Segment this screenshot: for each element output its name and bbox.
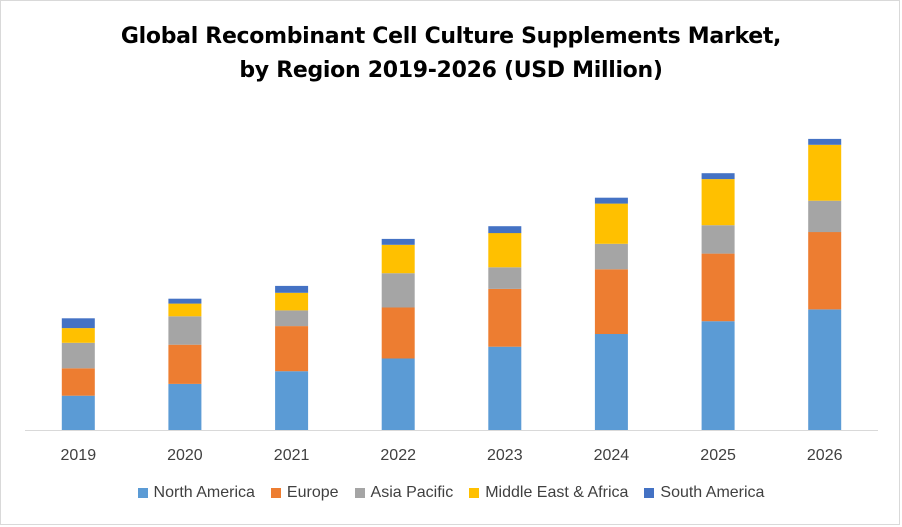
- bar-segment-2025-asia-pacific: [701, 225, 735, 254]
- x-tick-label-2026: 2026: [807, 447, 843, 464]
- legend-swatch-europe: [270, 488, 281, 498]
- bar-segment-2021-north-america: [275, 371, 309, 430]
- bar-segment-2020-europe: [168, 344, 202, 384]
- x-tick-label-2024: 2024: [594, 447, 630, 464]
- bar-segment-2022-south-america: [381, 238, 415, 245]
- bar-segment-2022-north-america: [381, 358, 415, 430]
- bar-segment-2025-north-america: [701, 321, 735, 430]
- x-tick-label-2022: 2022: [380, 447, 416, 464]
- bar-segment-2024-middle-east-africa: [594, 203, 628, 244]
- bar-segment-2019-south-america: [61, 318, 95, 329]
- bar-segment-2023-asia-pacific: [488, 267, 522, 289]
- legend-label-north-america: North America: [153, 484, 255, 501]
- x-tick-label-2019: 2019: [61, 447, 97, 464]
- bar-segment-2020-asia-pacific: [168, 316, 202, 345]
- bar-segment-2021-asia-pacific: [275, 310, 309, 327]
- bar-segment-2024-north-america: [594, 334, 628, 430]
- bar-segment-2020-south-america: [168, 298, 202, 304]
- bar-segment-2024-europe: [594, 269, 628, 334]
- bar-segment-2020-middle-east-africa: [168, 303, 202, 317]
- bar-segment-2023-north-america: [488, 346, 522, 430]
- legend-swatch-middle-east-africa: [469, 488, 480, 498]
- bar-segment-2022-asia-pacific: [381, 273, 415, 308]
- bar-segment-2023-middle-east-africa: [488, 233, 522, 268]
- chart-title-line-2: by Region 2019-2026 (USD Million): [239, 58, 663, 83]
- bar-segment-2026-asia-pacific: [808, 200, 842, 233]
- bar-segment-2025-south-america: [701, 173, 735, 180]
- chart-legend: North America Europe Asia Pacific Middle Ea…: [0, 484, 902, 502]
- legend-item-middle-east-africa: Middle East & Africa: [469, 484, 628, 502]
- chart-title: Global Recombinant Cell Culture Suppleme…: [0, 20, 902, 88]
- legend-item-asia-pacific: Asia Pacific: [354, 484, 454, 502]
- bar-segment-2022-europe: [381, 307, 415, 359]
- bar-segment-2023-europe: [488, 288, 522, 347]
- bar-segment-2019-middle-east-africa: [61, 328, 95, 343]
- bar-segment-2020-north-america: [168, 383, 202, 430]
- bar-segment-2026-north-america: [808, 309, 842, 430]
- legend-label-middle-east-africa: Middle East & Africa: [485, 484, 629, 501]
- bar-segment-2025-middle-east-africa: [701, 179, 735, 226]
- legend-label-south-america: South America: [660, 484, 765, 501]
- bar-segment-2026-south-america: [808, 138, 842, 145]
- bar-segment-2026-europe: [808, 232, 842, 310]
- legend-swatch-south-america: [644, 488, 655, 498]
- bar-segment-2021-south-america: [275, 285, 309, 293]
- bar-segment-2019-north-america: [61, 395, 95, 430]
- bar-segment-2019-europe: [61, 368, 95, 396]
- legend-item-europe: Europe: [270, 484, 339, 502]
- bar-segment-2023-south-america: [488, 226, 522, 234]
- legend-item-south-america: South America: [644, 484, 764, 502]
- chart-title-line-1: Global Recombinant Cell Culture Suppleme…: [120, 24, 782, 49]
- bar-segment-2024-south-america: [594, 197, 628, 204]
- legend-item-north-america: North America: [137, 484, 255, 502]
- bar-segment-2025-europe: [701, 253, 735, 322]
- legend-swatch-north-america: [137, 488, 148, 498]
- x-tick-label-2025: 2025: [700, 447, 736, 464]
- bar-segment-2024-asia-pacific: [594, 243, 628, 270]
- bar-segment-2026-middle-east-africa: [808, 144, 842, 201]
- x-tick-label-2020: 2020: [167, 447, 203, 464]
- x-tick-label-2021: 2021: [274, 447, 310, 464]
- bar-segment-2019-asia-pacific: [61, 342, 95, 369]
- bar-segment-2021-middle-east-africa: [275, 292, 309, 311]
- legend-swatch-asia-pacific: [354, 488, 365, 498]
- bar-segment-2022-middle-east-africa: [381, 244, 415, 274]
- bar-segment-2021-europe: [275, 326, 309, 372]
- x-tick-label-2023: 2023: [487, 447, 523, 464]
- legend-label-asia-pacific: Asia Pacific: [370, 484, 454, 501]
- legend-label-europe: Europe: [286, 484, 339, 501]
